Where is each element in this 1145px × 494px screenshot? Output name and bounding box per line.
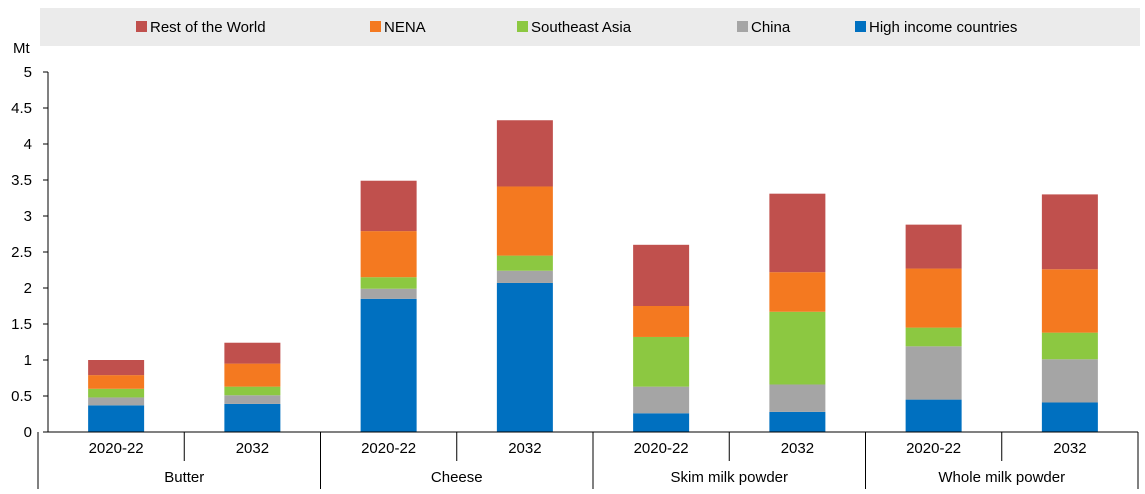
bar-whole-milk-powder-2020-22-southeast-asia [905,327,962,347]
y-axis: 0 0.5 1 1.5 2 2.5 3 3.5 4 4.5 5 [11,64,49,441]
y-tick-label: 5 [24,64,32,81]
bar-cheese-2020-22-nena [360,231,417,278]
bar-cheese-2032-china [496,270,553,283]
bar-cheese-2020-22-rest-of-the-world [360,180,417,232]
bar-cheese-2020-22-southeast-asia [360,277,417,289]
y-tick-label: 1 [24,352,32,369]
bar-cheese-2032-southeast-asia [496,255,553,271]
bars [88,120,1098,432]
bar-butter-2032-high-income-countries [224,403,281,432]
bar-whole-milk-powder-2032-rest-of-the-world [1041,194,1098,270]
x-period-label: 2032 [1053,440,1086,457]
legend-swatch-nena [370,21,381,32]
x-period-label: 2032 [781,440,814,457]
bar-butter-2020-22-southeast-asia [88,388,145,398]
y-tick-label: 0.5 [11,388,32,405]
bar-skim-milk-powder-2032-southeast-asia [769,311,826,385]
legend: Rest of the World NENA Southeast Asia China… [136,19,1017,36]
bar-cheese-2020-22-high-income-countries [360,298,417,432]
legend-swatch-southeast-asia [517,21,528,32]
bar-skim-milk-powder-2020-22-high-income-countries [633,413,690,432]
bar-cheese-2032-rest-of-the-world [496,120,553,187]
legend-swatch-china [737,21,748,32]
bar-whole-milk-powder-2020-22-high-income-countries [905,399,962,432]
bar-butter-2032-southeast-asia [224,386,281,396]
x-period-label: 2032 [508,440,541,457]
bar-cheese-2020-22-china [360,288,417,299]
x-period-label: 2020-22 [361,440,416,457]
bar-butter-2032-nena [224,363,281,387]
y-tick-label: 4.5 [11,100,32,117]
y-tick-label: 4 [24,136,32,153]
y-tick-label: 2 [24,280,32,297]
legend-swatch-rest-of-the-world [136,21,147,32]
bar-butter-2020-22-high-income-countries [88,405,145,432]
bar-whole-milk-powder-2032-southeast-asia [1041,332,1098,360]
x-group-label-cheese: Cheese [431,469,483,486]
bar-skim-milk-powder-2020-22-southeast-asia [633,336,690,387]
y-axis-label: Mt [13,40,30,57]
y-tick-label: 0 [24,424,32,441]
x-period-label: 2032 [236,440,269,457]
bar-butter-2020-22-nena [88,375,145,389]
bar-skim-milk-powder-2020-22-rest-of-the-world [633,244,690,306]
bar-whole-milk-powder-2032-china [1041,359,1098,403]
bar-whole-milk-powder-2032-high-income-countries [1041,402,1098,432]
bar-skim-milk-powder-2032-rest-of-the-world [769,193,826,273]
x-period-label: 2020-22 [634,440,689,457]
y-tick-label: 3.5 [11,172,32,189]
bar-butter-2020-22-china [88,397,145,406]
legend-label-nena: NENA [384,19,426,36]
bar-cheese-2032-high-income-countries [496,282,553,432]
bar-whole-milk-powder-2032-nena [1041,269,1098,333]
bar-skim-milk-powder-2020-22-china [633,386,690,414]
bar-whole-milk-powder-2020-22-rest-of-the-world [905,224,962,269]
bar-skim-milk-powder-2032-high-income-countries [769,411,826,432]
legend-background [40,8,1140,46]
bar-whole-milk-powder-2020-22-china [905,346,962,400]
y-tick-label: 1.5 [11,316,32,333]
x-period-label: 2020-22 [906,440,961,457]
bar-skim-milk-powder-2032-china [769,384,826,412]
legend-label-high-income-countries: High income countries [869,19,1017,36]
x-group-label-butter: Butter [164,469,204,486]
bar-skim-milk-powder-2032-nena [769,272,826,312]
x-group-label-skim-milk-powder: Skim milk powder [670,469,788,486]
bar-butter-2032-rest-of-the-world [224,342,281,364]
bar-butter-2020-22-rest-of-the-world [88,360,145,376]
x-group-label-whole-milk-powder: Whole milk powder [938,469,1065,486]
x-axis: 2020-22 2032 2020-22 2032 2020-22 2032 2020-22… [37,431,1139,489]
legend-label-china: China [751,19,791,36]
bar-whole-milk-powder-2020-22-nena [905,268,962,328]
legend-swatch-high-income-countries [855,21,866,32]
bar-skim-milk-powder-2020-22-nena [633,306,690,337]
x-period-label: 2020-22 [89,440,144,457]
legend-label-rest-of-the-world: Rest of the World [150,19,266,36]
bar-butter-2032-china [224,395,281,404]
y-tick-label: 2.5 [11,244,32,261]
legend-label-southeast-asia: Southeast Asia [531,19,632,36]
bar-cheese-2032-nena [496,186,553,256]
y-tick-label: 3 [24,208,32,225]
